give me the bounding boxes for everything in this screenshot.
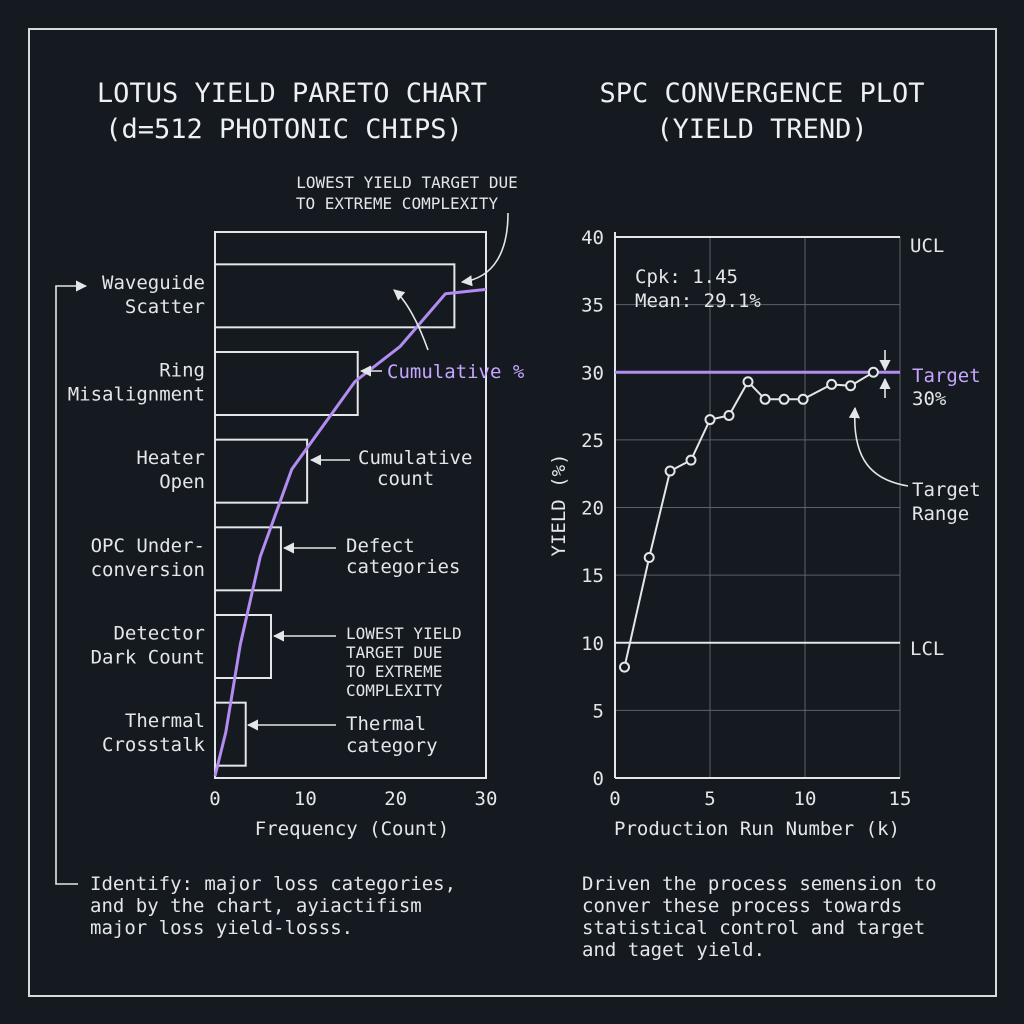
pareto-x-axis-label: Frequency (Count) — [255, 818, 449, 840]
yield-point — [619, 661, 630, 673]
right-title-line1: SPC CONVERGENCE PLOT — [599, 78, 924, 109]
target-range-line2: Range — [912, 503, 969, 525]
pareto-category-label: OPC Under- — [91, 535, 205, 557]
spc-y-tick: 15 — [581, 565, 604, 587]
yield-point — [826, 378, 838, 390]
yield-point — [759, 393, 771, 405]
pareto-x-tick: 30 — [475, 788, 498, 810]
spc-x-tick: 10 — [794, 788, 817, 810]
cumulative-count-line2: count — [377, 468, 434, 490]
right-footer-line2: conver these process towards — [582, 895, 902, 917]
cumulative-count-line1: Cumulative — [358, 447, 472, 469]
yield-point — [778, 393, 790, 405]
pareto-category-label: Dark Count — [91, 647, 205, 669]
spc-y-tick: 25 — [581, 430, 604, 452]
pareto-bar — [214, 614, 273, 679]
pareto-bar — [214, 263, 456, 329]
cumulative-line — [213, 287, 487, 777]
spc-chart: 0 5 10 15 20 25 30 35 40 0 5 10 15 UCL LCL Target 3… — [548, 227, 981, 840]
spc-y-tick: 0 — [593, 768, 604, 790]
defect-line2: categories — [346, 556, 460, 578]
yield-point — [723, 410, 735, 422]
lowest-line1: LOWEST YIELD — [346, 624, 462, 643]
lowest-line2: TARGET DUE — [346, 643, 442, 662]
pareto-bar — [214, 351, 359, 416]
target-range-line1: Target — [912, 479, 981, 501]
lcl-label: LCL — [910, 638, 944, 660]
right-footer-line1: Driven the process semension to — [582, 873, 937, 895]
spc-y-tick: 30 — [581, 362, 604, 384]
yield-point — [867, 366, 879, 378]
cpk-label: Cpk: 1.45 — [635, 266, 738, 288]
ucl-label: UCL — [910, 235, 944, 257]
yield-point — [845, 380, 857, 392]
cumulative-curve-arrow — [393, 289, 429, 351]
top-note-arrow — [460, 212, 509, 287]
pareto-plot-frame — [214, 231, 487, 779]
left-footer-line2: and by the chart, ayiactifism — [90, 895, 422, 917]
pareto-category-label: conversion — [91, 559, 205, 581]
identify-bracket — [55, 280, 88, 885]
thermal-line1: Thermal — [346, 713, 426, 735]
mean-label: Mean: 29.1% — [635, 290, 761, 312]
pareto-category-label: Open — [159, 471, 205, 493]
spc-y-tick: 5 — [593, 700, 604, 722]
right-footer-line4: and taget yield. — [582, 939, 765, 961]
spc-x-tick: 0 — [609, 788, 620, 810]
spc-x-axis-label: Production Run Number (k) — [614, 818, 900, 840]
pareto-x-tick: 20 — [384, 788, 407, 810]
left-footer-line1: Identify: major loss categories, — [90, 873, 456, 895]
pareto-category-label: Heater — [136, 447, 205, 469]
pareto-bar — [214, 438, 309, 504]
top-note-line2: TO EXTREME COMPLEXITY — [296, 194, 499, 213]
yield-point — [664, 465, 676, 477]
outer-frame — [28, 28, 997, 997]
target-value-label: 30% — [912, 388, 947, 410]
right-footer-line3: statistical control and target — [582, 917, 925, 939]
spc-y-tick: 10 — [581, 633, 604, 655]
defect-line1: Defect — [346, 535, 415, 557]
pareto-category-label: Ring — [159, 360, 205, 382]
left-footer-line3: major loss yield-losss. — [90, 917, 353, 939]
spc-y-tick: 35 — [581, 295, 604, 317]
spc-y-tick: 20 — [581, 498, 604, 520]
pareto-category-label: Thermal — [125, 710, 205, 732]
pareto-bar — [214, 526, 282, 592]
spc-y-axis-label: YIELD (%) — [548, 454, 570, 557]
yield-point — [742, 376, 754, 388]
pareto-x-tick: 10 — [294, 788, 317, 810]
pareto-category-label: Waveguide — [102, 272, 205, 294]
cumulative-pct-label: Cumulative % — [387, 361, 525, 383]
yield-point — [643, 552, 655, 564]
pareto-category-label: Scatter — [125, 296, 205, 318]
pareto-category-label: Crosstalk — [102, 734, 206, 756]
target-label: Target — [912, 365, 981, 387]
spc-x-tick: 5 — [704, 788, 715, 810]
left-title-line1: LOTUS YIELD PARETO CHART — [97, 78, 487, 109]
yield-point — [797, 393, 809, 405]
lowest-line3: TO EXTREME — [346, 662, 442, 681]
lowest-line4: COMPLEXITY — [346, 681, 443, 700]
pareto-x-tick: 0 — [209, 788, 220, 810]
thermal-line2: category — [346, 735, 438, 757]
yield-point — [704, 414, 716, 426]
left-title-line2: (d=512 PHOTONIC CHIPS) — [105, 114, 463, 145]
pareto-category-label: Misalignment — [68, 384, 205, 406]
spc-x-tick: 15 — [889, 788, 912, 810]
right-title-line2: (YIELD TREND) — [656, 114, 867, 145]
target-range-arrow — [848, 406, 909, 487]
pareto-category-label: Detector — [113, 623, 205, 645]
yield-point — [685, 454, 697, 466]
spc-y-tick: 40 — [581, 227, 604, 249]
top-note-line1: LOWEST YIELD TARGET DUE — [296, 173, 518, 192]
yield-series-line — [623, 371, 874, 668]
